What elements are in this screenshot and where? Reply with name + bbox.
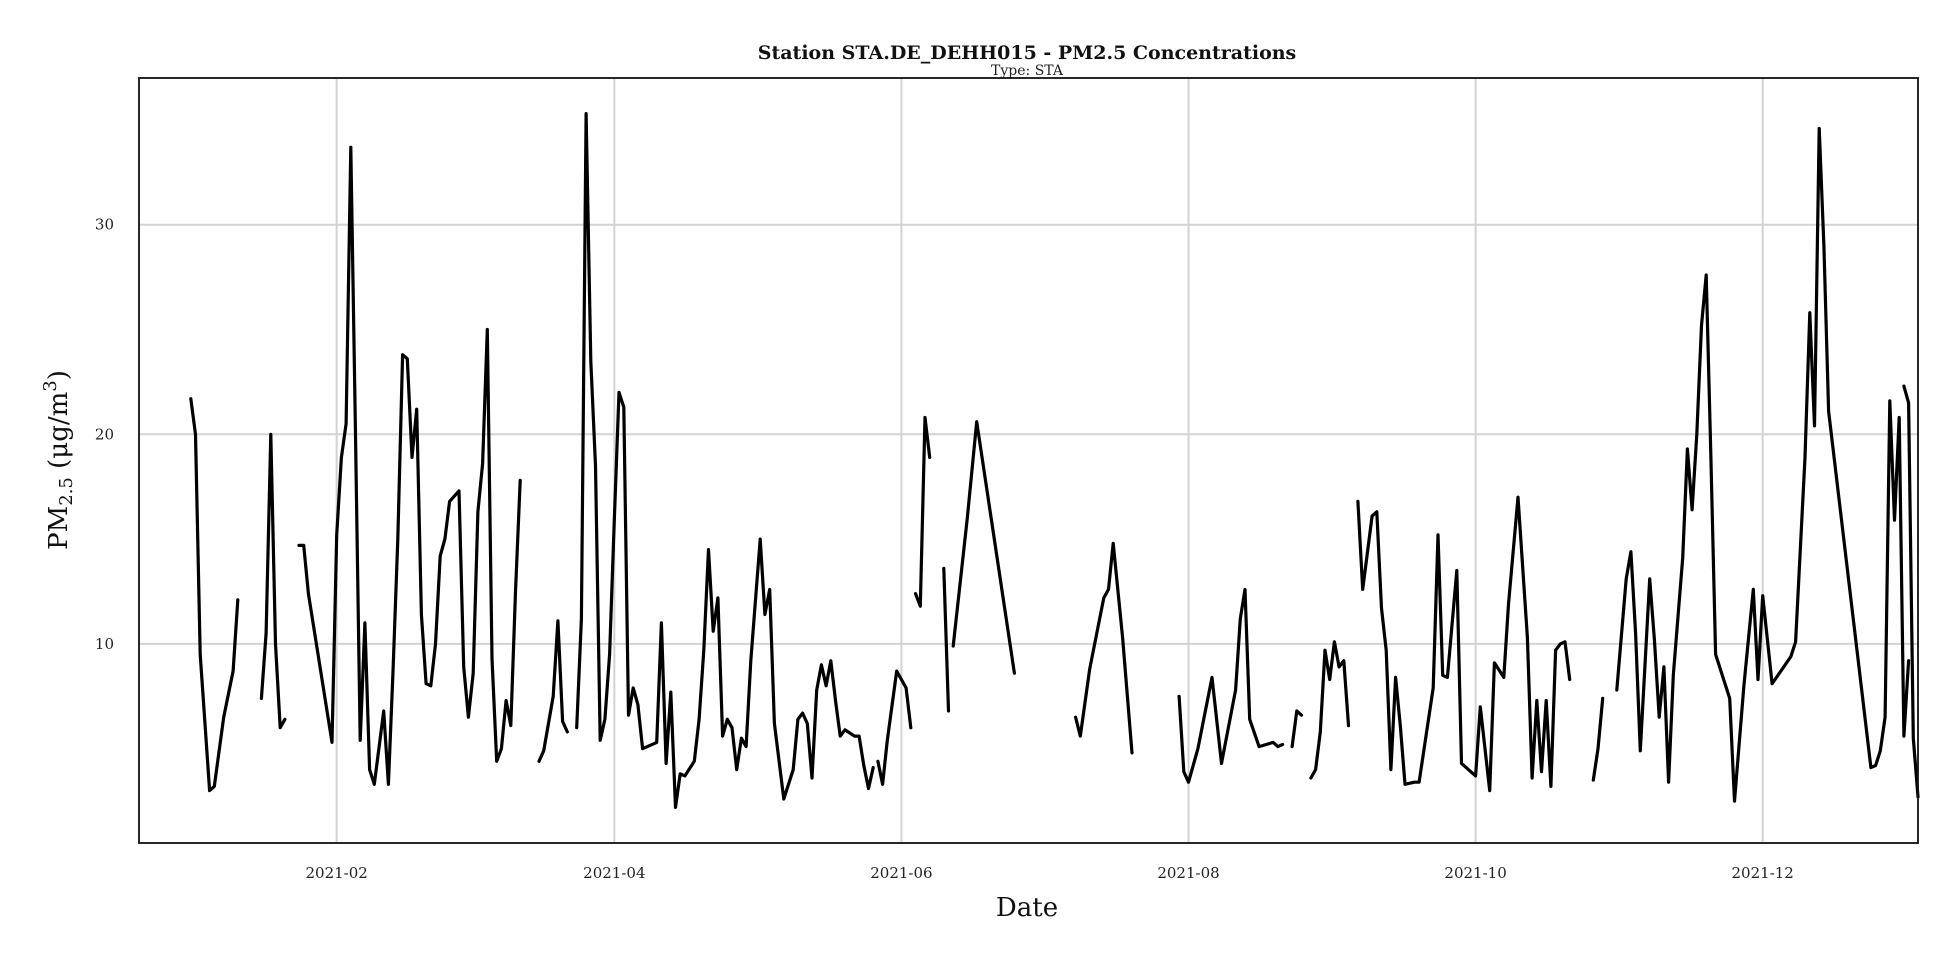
y-axis-label-end: ): [44, 370, 74, 380]
x-tick-label-4: 2021-10: [1444, 864, 1506, 882]
x-tick-label-3: 2021-08: [1157, 864, 1219, 882]
grid: [139, 78, 1918, 843]
series-line-segment: [1309, 640, 1351, 780]
series-line-segment: [913, 415, 932, 608]
y-axis-label-base: PM: [44, 506, 74, 550]
y-axis-ticks: 10 20 30: [95, 216, 114, 653]
y-axis-label-superscript: 3: [40, 380, 61, 391]
series-pm25: [189, 112, 1920, 809]
series-line-segment: [876, 669, 913, 786]
series-line-segment: [297, 145, 522, 786]
series-line-segment: [1591, 696, 1605, 782]
series-line-segment: [1902, 384, 1920, 799]
x-axis-label: Date: [996, 893, 1058, 923]
series-line-segment: [1074, 541, 1134, 755]
x-tick-label-2: 2021-06: [870, 864, 932, 882]
x-axis-ticks: 2021-02 2021-04 2021-06 2021-08 2021-10 2021-…: [305, 864, 1793, 882]
series-line-segment: [1290, 709, 1304, 749]
series-line-segment: [1615, 126, 1911, 803]
chart-title: Station STA.DE_DEHH015 - PM2.5 Concentra…: [758, 42, 1297, 64]
series-line-segment: [1177, 587, 1285, 784]
series-line-segment: [951, 420, 1016, 675]
series-line-segment: [189, 397, 240, 793]
series-line-segment: [259, 432, 287, 730]
chart-subtitle: Type: STA: [991, 63, 1064, 79]
y-axis-label-unit: (μg/m: [44, 392, 74, 477]
y-tick-label-1: 20: [95, 425, 114, 443]
x-tick-label-1: 2021-04: [583, 864, 645, 882]
series-line-segment: [537, 619, 569, 763]
x-tick-label-0: 2021-02: [305, 864, 367, 882]
y-tick-label-2: 30: [95, 216, 114, 234]
y-tick-label-0: 10: [95, 635, 114, 653]
x-tick-label-5: 2021-12: [1732, 864, 1794, 882]
plot-frame: [138, 77, 1919, 844]
y-axis-label: PM2.5 (μg/m3): [40, 370, 77, 550]
y-axis-label-subscript: 2.5: [56, 477, 77, 506]
series-line-segment: [575, 112, 875, 809]
series-line-segment: [1356, 495, 1572, 793]
series-line-segment: [942, 566, 951, 713]
